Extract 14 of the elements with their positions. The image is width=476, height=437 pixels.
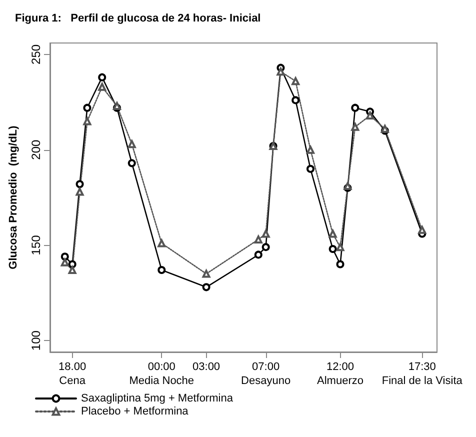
x-tick-label: 00:00 Media Noche [129, 361, 194, 387]
legend-label: Placebo + Metformina [81, 406, 190, 418]
x-tick-label: 07:00 Desayuno [241, 361, 291, 387]
legend-label: Saxagliptina 5mg + Metformina [81, 392, 234, 404]
x-tick-label: 17:30 Final de la Visita [382, 361, 464, 387]
x-tick-label: 03:00 [192, 361, 220, 373]
chart-title: Figura 1: Perfil de glucosa de 24 horas- Inicial [15, 12, 261, 24]
x-tick-label: 18.00 Cena [58, 361, 86, 387]
y-tick-label: 150 [29, 234, 43, 256]
y-tick-label: 250 [29, 44, 43, 64]
x-tick-label: 12:00 Almuerzo [317, 361, 364, 387]
y-tick-label: 100 [29, 330, 43, 351]
y-tick-label: 200 [29, 139, 43, 160]
y-axis-title: Glucosa Promedio (mg/dL) [8, 125, 20, 270]
